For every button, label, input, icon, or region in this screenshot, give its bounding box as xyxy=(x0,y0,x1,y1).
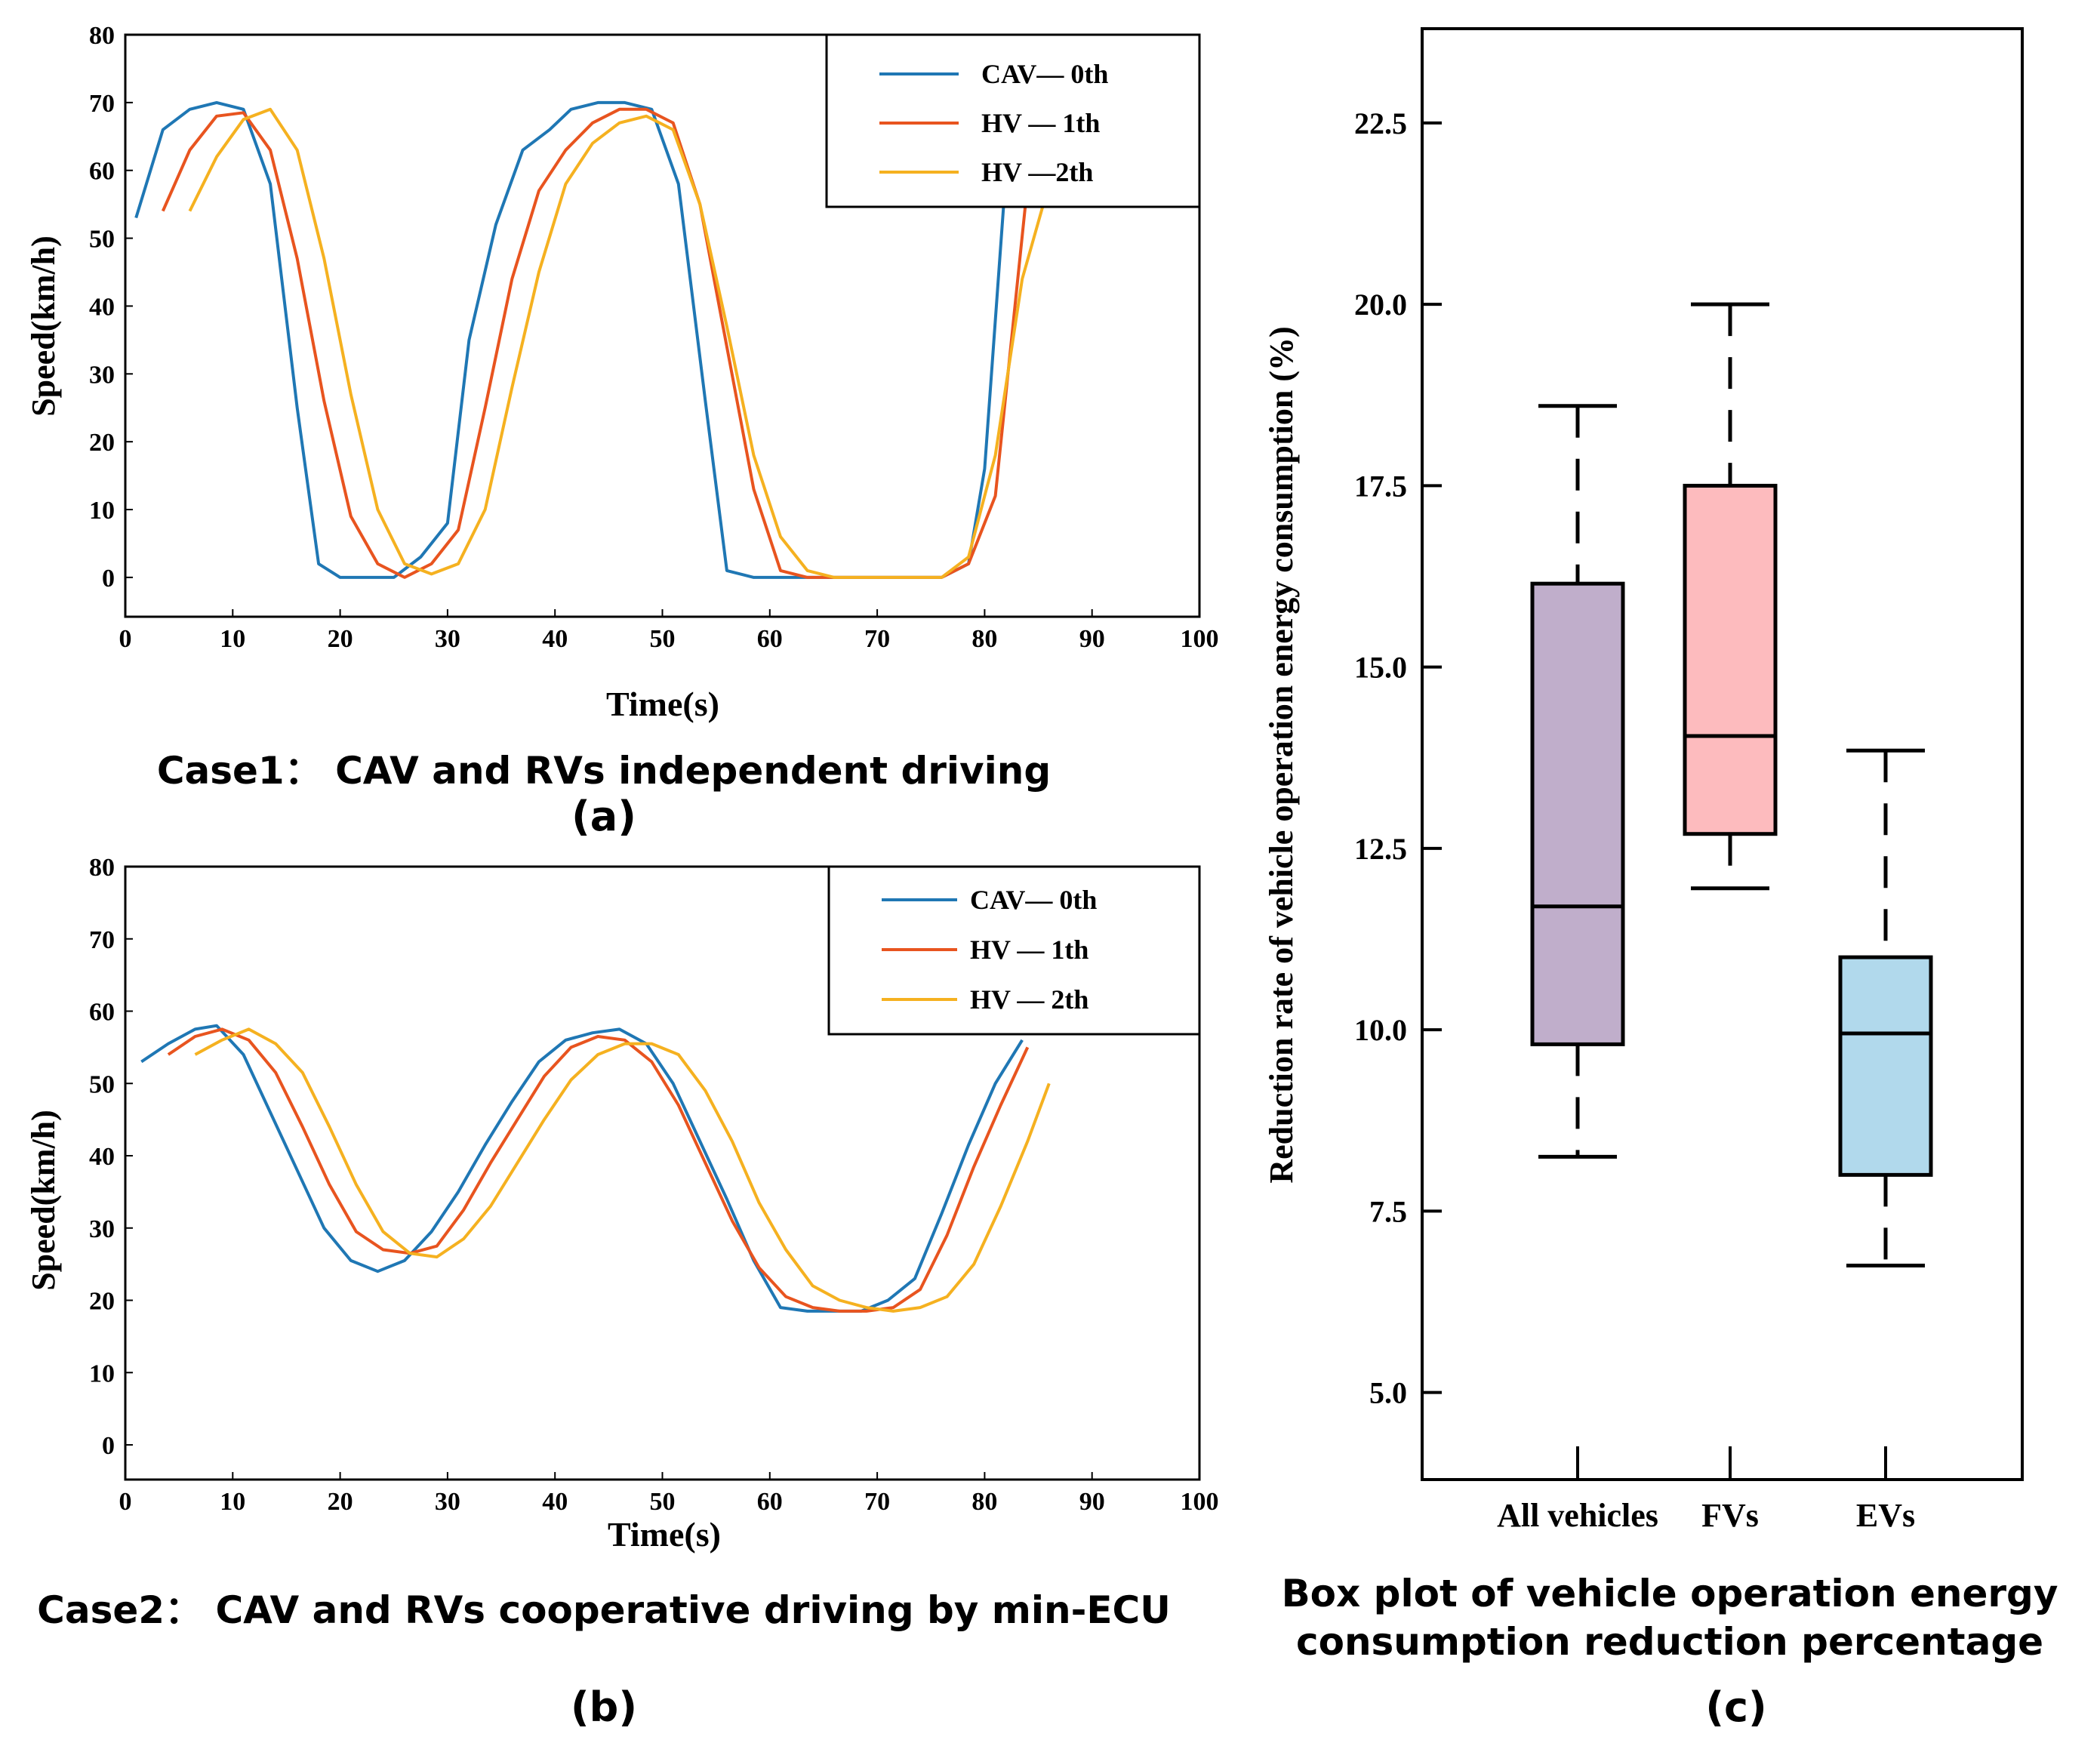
panel-a-label: (a) xyxy=(571,793,636,840)
panel-a-y-tick-label: 30 xyxy=(89,361,115,389)
panel-c-y-tick-label: 15.0 xyxy=(1354,651,1407,685)
panel-c-y-tick-label: 5.0 xyxy=(1369,1376,1407,1410)
panel-b-y-tick-label: 70 xyxy=(89,926,115,954)
panel-b-x-axis-label: Time(s) xyxy=(608,1515,721,1554)
panel-b-x-tick-label: 20 xyxy=(328,1488,353,1516)
panel-a-x-tick-label: 80 xyxy=(971,625,997,653)
panel-b-x-tick-label: 60 xyxy=(757,1488,783,1516)
panel-c-category-label-all-vehicles: All vehicles xyxy=(1497,1497,1658,1534)
panel-a-x-tick-label: 30 xyxy=(435,625,460,653)
panel-c-y-tick-label: 10.0 xyxy=(1354,1013,1407,1047)
panel-c-box-plot: 5.0 7.5 10.0 12.5 15.0 17.5 20.0 22.5 All vehicl… xyxy=(1263,27,2058,1731)
panel-b-x-tick-label: 10 xyxy=(220,1488,245,1516)
panel-a-series-line-2 xyxy=(188,107,1051,579)
panel-c-box-all-vehicles xyxy=(1530,581,1625,1046)
panel-c-box-evs xyxy=(1838,955,1933,1177)
panel-c-y-tick-label: 17.5 xyxy=(1354,469,1407,503)
panel-c-plot-frame xyxy=(1421,27,2024,1481)
panel-a-line-chart: 0 10 20 30 40 50 60 70 80 90 10001020304050607080 … xyxy=(25,22,1219,840)
panel-a-y-tick-label: 10 xyxy=(89,497,115,525)
panel-a-y-tick-label: 20 xyxy=(89,429,115,457)
panel-a-y-tick-label: 80 xyxy=(89,22,115,50)
panel-b-caption: Case2： CAV and RVs cooperative driving b… xyxy=(37,1588,1171,1632)
panel-b-y-tick-label: 60 xyxy=(89,999,115,1027)
panel-b-x-tick-label: 70 xyxy=(864,1488,890,1516)
panel-a-x-tick-label: 60 xyxy=(757,625,783,653)
panel-a-y-tick-label: 0 xyxy=(102,565,115,593)
panel-a-x-tick-label: 70 xyxy=(864,625,890,653)
panel-c-caption-line2: consumption reduction percentage xyxy=(1296,1620,2043,1664)
panel-b-y-tick-label: 40 xyxy=(89,1143,115,1171)
panel-c-y-tick-label: 22.5 xyxy=(1354,106,1407,140)
panel-b-x-tick-label: 50 xyxy=(650,1488,676,1516)
panel-a-y-axis-label: Speed(km/h) xyxy=(25,236,62,417)
panel-c-y-tick-label: 20.0 xyxy=(1354,288,1407,322)
panel-a-x-tick-label: 0 xyxy=(119,625,132,653)
panel-b-y-tick-label: 30 xyxy=(89,1215,115,1243)
panel-a-legend-label-1: HV — 1th xyxy=(981,108,1100,138)
panel-b-x-tick-label: 30 xyxy=(435,1488,460,1516)
panel-a-x-tick-label: 40 xyxy=(542,625,568,653)
panel-b-x-tick-label: 100 xyxy=(1181,1488,1219,1516)
panel-b-y-tick-label: 20 xyxy=(89,1288,115,1316)
panel-a-y-tick-label: 50 xyxy=(89,226,115,254)
panel-b-x-tick-label: 0 xyxy=(119,1488,132,1516)
panel-c-caption-line1: Box plot of vehicle operation energy xyxy=(1282,1572,2058,1615)
panel-a-x-axis-label: Time(s) xyxy=(606,685,719,723)
panel-c-box-fvs xyxy=(1683,483,1778,836)
panel-b-y-axis-label: Speed(km/h) xyxy=(25,1110,62,1291)
panel-a-x-tick-label: 100 xyxy=(1181,625,1219,653)
panel-b-x-tick-label: 80 xyxy=(971,1488,997,1516)
panel-a-x-tick-label: 50 xyxy=(650,625,676,653)
panel-b-legend-label-1: HV — 1th xyxy=(970,935,1088,965)
panel-b-y-tick-label: 0 xyxy=(102,1432,115,1460)
panel-c-y-axis-label: Reduction rate of vehicle operation ener… xyxy=(1263,326,1300,1183)
panel-c-category-label-evs: EVs xyxy=(1856,1497,1915,1534)
panel-b-y-tick-label: 80 xyxy=(89,854,115,882)
panel-b-line-chart: 0 10 20 30 40 50 60 70 80 90 10001020304050607080 … xyxy=(25,854,1219,1731)
panel-b-x-tick-label: 90 xyxy=(1079,1488,1105,1516)
panel-c-category-label-fvs: FVs xyxy=(1701,1497,1759,1534)
panel-b-label: (b) xyxy=(571,1683,637,1731)
panel-a-legend-label-2: HV —2th xyxy=(981,157,1093,187)
panel-b-y-tick-label: 50 xyxy=(89,1070,115,1098)
panel-a-legend-box xyxy=(825,33,1201,208)
panel-b-y-tick-label: 10 xyxy=(89,1360,115,1387)
panel-a-caption: Case1： CAV and RVs independent driving xyxy=(157,749,1051,793)
panel-a-x-tick-label: 20 xyxy=(328,625,353,653)
panel-a-y-tick-label: 60 xyxy=(89,158,115,186)
panel-b-legend-label-2: HV — 2th xyxy=(970,984,1088,1015)
panel-a-x-tick-label: 10 xyxy=(220,625,245,653)
panel-a-y-tick-label: 70 xyxy=(89,90,115,118)
panel-c-label: (c) xyxy=(1705,1683,1766,1731)
panel-b-legend-label-0: CAV— 0th xyxy=(970,885,1097,915)
panel-a-x-tick-label: 90 xyxy=(1079,625,1105,653)
panel-b-series-line-0 xyxy=(140,1024,1024,1313)
panel-b-x-tick-label: 40 xyxy=(542,1488,568,1516)
panel-a-legend-label-0: CAV— 0th xyxy=(981,59,1108,89)
panel-a-y-tick-label: 40 xyxy=(89,293,115,321)
panel-c-y-tick-label: 7.5 xyxy=(1369,1194,1407,1228)
panel-b-series-line-2 xyxy=(194,1027,1051,1313)
panel-c-y-tick-label: 12.5 xyxy=(1354,832,1407,866)
